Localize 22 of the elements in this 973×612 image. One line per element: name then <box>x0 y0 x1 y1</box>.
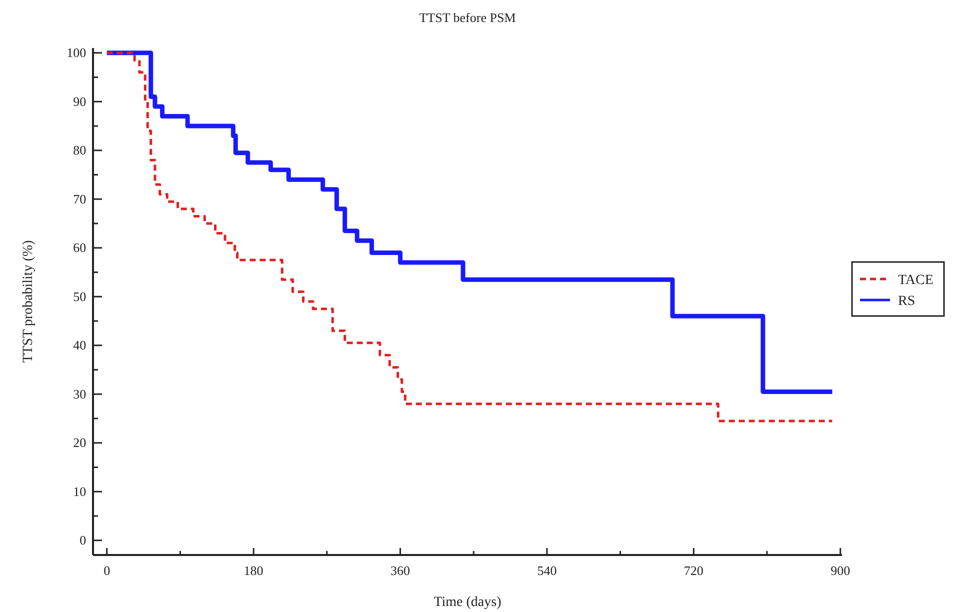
x-tick-label: 0 <box>104 562 110 578</box>
x-tick-label: 540 <box>537 562 557 578</box>
y-tick-label: 20 <box>73 435 86 450</box>
x-tick-label: 180 <box>244 562 264 578</box>
y-tick-label: 80 <box>73 142 86 158</box>
legend-label: RS <box>898 294 916 309</box>
x-tick-label: 900 <box>830 562 850 578</box>
y-tick-label: 60 <box>73 240 86 256</box>
y-tick-label: 0 <box>80 532 86 548</box>
chart-title: TTST before PSM <box>419 10 516 25</box>
y-tick-label: 50 <box>73 288 86 304</box>
y-tick-label: 30 <box>73 386 86 402</box>
y-tick-label: 70 <box>73 191 86 206</box>
y-tick-label: 100 <box>66 45 86 60</box>
legend-label: TACE <box>898 273 934 288</box>
y-tick-label: 90 <box>73 94 86 109</box>
y-axis-title: TTST probability (%) <box>21 240 36 363</box>
y-tick-label: 10 <box>73 484 86 499</box>
x-axis-title: Time (days) <box>434 595 502 610</box>
y-tick-label: 40 <box>73 338 86 353</box>
x-tick-label: 720 <box>684 562 704 578</box>
x-tick-label: 360 <box>390 562 410 578</box>
